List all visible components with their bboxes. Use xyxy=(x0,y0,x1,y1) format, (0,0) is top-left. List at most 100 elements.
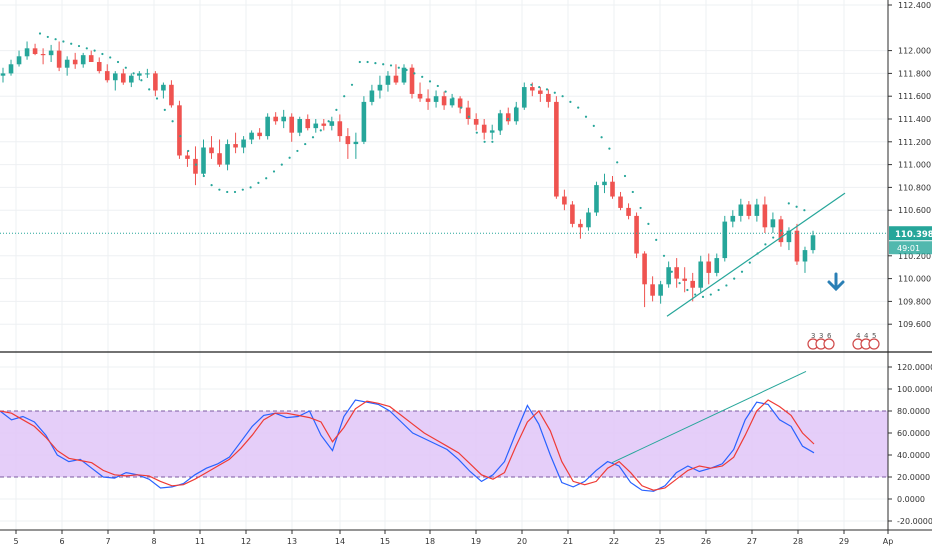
price-tick-label: 112.400 xyxy=(898,1,931,10)
candle-body xyxy=(257,132,262,137)
event-flag-icon[interactable] xyxy=(868,338,880,350)
candle-body xyxy=(674,267,679,279)
osc-tick-label: 0.0000 xyxy=(897,495,925,504)
oscillator-trendline[interactable] xyxy=(611,370,807,464)
last-price-label: 110.398 xyxy=(895,230,932,240)
event-count: 4 xyxy=(864,332,869,340)
sar-dot xyxy=(600,136,603,139)
candle-body xyxy=(313,123,319,129)
candle-body xyxy=(217,153,222,165)
candle-body xyxy=(80,55,86,65)
candle-body xyxy=(112,73,118,81)
event-count: 6 xyxy=(827,332,832,340)
candle-body xyxy=(289,116,295,133)
osc-tick-label: 80.0000 xyxy=(897,407,930,416)
candle-body xyxy=(32,48,38,55)
sar-dot xyxy=(335,108,338,111)
candle-body xyxy=(626,207,631,216)
sar-dot xyxy=(93,49,96,52)
candle-body xyxy=(329,121,335,126)
sar-dot xyxy=(795,205,798,208)
sar-dot xyxy=(436,84,439,88)
sar-dot xyxy=(124,66,127,69)
price-tick-label: 110.800 xyxy=(898,183,931,192)
candle-body xyxy=(56,50,62,68)
sar-dot xyxy=(116,60,120,64)
sar-dot xyxy=(428,80,432,83)
price-tick-label: 111.800 xyxy=(898,69,931,78)
time-tick-label: 5 xyxy=(13,537,18,546)
time-tick-label: 22 xyxy=(609,537,619,546)
candle-body xyxy=(169,84,174,106)
sar-dot xyxy=(475,131,478,134)
candle-body xyxy=(457,98,463,108)
time-tick-label: 7 xyxy=(105,537,110,546)
sar-dot xyxy=(522,95,525,98)
sar-dot xyxy=(226,190,229,194)
candle-body xyxy=(521,87,527,108)
candle-body xyxy=(578,223,583,228)
candle-body xyxy=(137,73,142,76)
time-tick-label: 14 xyxy=(335,537,345,546)
sar-dot xyxy=(54,38,57,41)
sar-dot xyxy=(343,95,346,98)
sar-dot xyxy=(288,156,291,159)
sar-dot xyxy=(561,95,564,98)
osc-tick-label: 20.0000 xyxy=(897,473,930,482)
time-tick-label: 21 xyxy=(563,537,573,546)
sar-dot xyxy=(366,60,369,64)
sar-dot xyxy=(733,277,736,280)
candle-body xyxy=(610,181,615,197)
candle-body xyxy=(201,147,206,174)
sar-dot xyxy=(77,44,81,48)
sar-dot xyxy=(350,83,354,86)
sar-dot xyxy=(280,163,283,166)
price-tick-label: 111.400 xyxy=(898,115,931,124)
candle-body xyxy=(153,73,158,91)
candle-body xyxy=(297,119,303,133)
candle-body xyxy=(72,59,78,65)
price-tick-label: 111.600 xyxy=(898,92,931,101)
sar-dot xyxy=(304,142,307,146)
candle-body xyxy=(594,185,599,213)
sar-dot xyxy=(452,97,455,100)
sar-dot xyxy=(662,254,666,257)
trendline[interactable] xyxy=(666,192,846,317)
event-count: 5 xyxy=(872,332,876,340)
time-tick-label: 25 xyxy=(655,537,665,546)
candle-body xyxy=(24,48,30,57)
candle-body xyxy=(714,258,720,273)
candle-body xyxy=(104,71,110,81)
sar-dot xyxy=(444,90,447,93)
event-flag-icon[interactable] xyxy=(823,338,835,350)
candle-body xyxy=(722,221,728,259)
candle-body xyxy=(746,204,752,216)
sar-dot xyxy=(639,206,642,210)
candle-body xyxy=(530,87,535,91)
sar-dot xyxy=(296,149,299,153)
candle-body xyxy=(161,84,166,91)
candle-body xyxy=(505,113,511,122)
last-price-badge[interactable] xyxy=(889,226,932,241)
sar-dot xyxy=(194,163,198,166)
osc-tick-label: 100.0000 xyxy=(897,385,932,394)
sar-dot xyxy=(272,170,276,173)
candle-body xyxy=(177,105,182,156)
candle-body xyxy=(433,96,439,102)
sar-dot xyxy=(233,190,237,194)
down-arrow-icon[interactable] xyxy=(827,272,845,292)
candle-body xyxy=(0,73,6,76)
sar-dot xyxy=(249,186,252,189)
sar-dot xyxy=(499,129,502,132)
price-tick-label: 109.600 xyxy=(898,320,931,329)
candle-body xyxy=(417,93,423,99)
sar-dot xyxy=(506,117,510,121)
price-tick-label: 110.600 xyxy=(898,206,931,215)
candle-body xyxy=(249,132,254,140)
time-tick-label: 8 xyxy=(151,537,156,546)
sar-dot xyxy=(655,238,658,241)
stochastic-d-line xyxy=(0,399,815,491)
sar-dot xyxy=(772,236,775,239)
